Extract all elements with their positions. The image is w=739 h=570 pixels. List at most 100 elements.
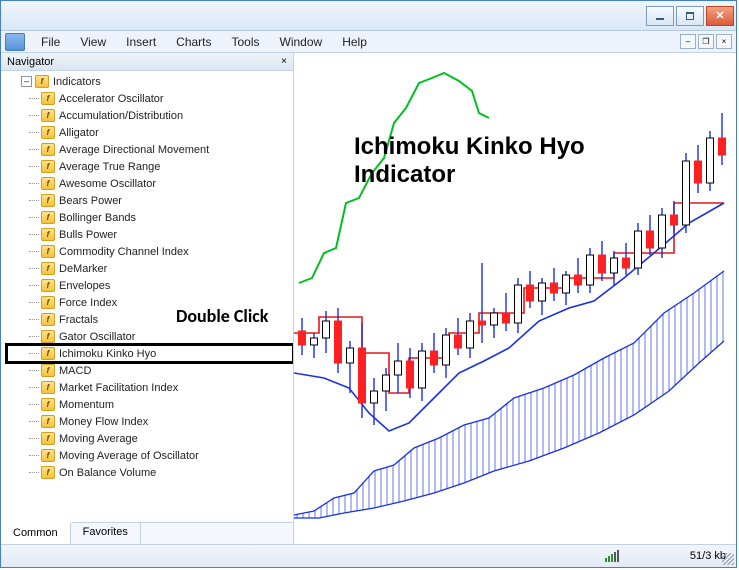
tree-item[interactable]: Market Facilitation Index [7, 379, 293, 396]
tree-item-label: Bulls Power [59, 229, 117, 241]
mdi-restore-button[interactable]: ❐ [698, 34, 714, 49]
menubar: FileViewInsertChartsToolsWindowHelp – ❐ … [1, 31, 736, 53]
tree-item-label: Accumulation/Distribution [59, 110, 183, 122]
tree-item-label: Fractals [59, 314, 98, 326]
tree-item[interactable]: Bulls Power [7, 226, 293, 243]
window-close-button[interactable]: ✕ [706, 6, 734, 26]
tree-item[interactable]: Ichimoku Kinko Hyo [7, 345, 293, 362]
indicator-icon [41, 109, 55, 122]
tree-item-label: Force Index [59, 297, 117, 309]
indicator-icon [41, 347, 55, 360]
tree-item-label: Momentum [59, 399, 114, 411]
mdi-minimize-button[interactable]: – [680, 34, 696, 49]
window-minimize-button[interactable] [646, 6, 674, 26]
indicator-icon [41, 432, 55, 445]
tree-item-label: Bears Power [59, 195, 122, 207]
tree-item[interactable]: Gator Oscillator [7, 328, 293, 345]
tree-item[interactable]: DeMarker [7, 260, 293, 277]
indicator-icon [41, 381, 55, 394]
titlebar[interactable]: ✕ [1, 1, 736, 31]
tree-item-label: Market Facilitation Index [59, 382, 178, 394]
tree-item[interactable]: Commodity Channel Index [7, 243, 293, 260]
tree-item[interactable]: Moving Average of Oscillator [7, 447, 293, 464]
status-traffic: 51/3 kb [690, 550, 726, 562]
tree-item-label: Moving Average of Oscillator [59, 450, 199, 462]
tree-item-label: Envelopes [59, 280, 110, 292]
chart-canvas [294, 53, 734, 523]
statusbar: 51/3 kb [1, 544, 736, 567]
tree-item-label: Awesome Oscillator [59, 178, 156, 190]
tree-item-label: DeMarker [59, 263, 107, 275]
menu-file[interactable]: File [31, 33, 70, 51]
app-window: ✕ FileViewInsertChartsToolsWindowHelp – … [0, 0, 737, 568]
tab-common[interactable]: Common [1, 522, 71, 544]
menu-insert[interactable]: Insert [116, 33, 166, 51]
tree-item-label: Average Directional Movement [59, 144, 209, 156]
navigator-tabs: Common Favorites [1, 522, 293, 544]
mdi-close-button[interactable]: × [716, 34, 732, 49]
tree-item[interactable]: Accelerator Oscillator [7, 90, 293, 107]
indicator-icon [41, 398, 55, 411]
menu-tools[interactable]: Tools [222, 33, 270, 51]
window-maximize-button[interactable] [676, 6, 704, 26]
indicator-icon [41, 92, 55, 105]
navigator-tree[interactable]: – Indicators Accelerator Oscillator Accumul… [1, 71, 293, 522]
indicator-icon [41, 313, 55, 326]
indicator-icon [41, 194, 55, 207]
indicator-icon [41, 245, 55, 258]
tree-item-label: Moving Average [59, 433, 138, 445]
indicator-icon [41, 228, 55, 241]
tree-item[interactable]: Bollinger Bands [7, 209, 293, 226]
indicator-icon [41, 415, 55, 428]
indicator-icon [41, 211, 55, 224]
tree-item[interactable]: Moving Average [7, 430, 293, 447]
tree-item-label: Average True Range [59, 161, 160, 173]
tree-root-label: Indicators [53, 76, 101, 88]
tree-item[interactable]: Awesome Oscillator [7, 175, 293, 192]
tree-item-label: Ichimoku Kinko Hyo [59, 348, 156, 360]
menu-charts[interactable]: Charts [166, 33, 221, 51]
tree-item-label: Bollinger Bands [59, 212, 136, 224]
tree-item[interactable]: Bears Power [7, 192, 293, 209]
tree-item-label: Accelerator Oscillator [59, 93, 164, 105]
folder-icon [35, 75, 49, 88]
connection-bars-icon [605, 550, 620, 562]
indicator-icon [41, 364, 55, 377]
annotation-title: Ichimoku Kinko Hyo Indicator [354, 133, 585, 189]
tab-favorites[interactable]: Favorites [71, 523, 141, 544]
tree-item-label: Gator Oscillator [59, 331, 135, 343]
indicator-icon [41, 296, 55, 309]
indicator-icon [41, 126, 55, 139]
indicator-icon [41, 143, 55, 156]
navigator-close-button[interactable]: × [281, 56, 287, 67]
tree-item[interactable]: Money Flow Index [7, 413, 293, 430]
indicator-icon [41, 279, 55, 292]
navigator-panel: Navigator × – Indicators Accelerator Oscil… [1, 53, 294, 544]
tree-item[interactable]: Momentum [7, 396, 293, 413]
chart-area[interactable]: Ichimoku Kinko Hyo Indicator Double Clic… [294, 53, 736, 544]
tree-item[interactable]: MACD [7, 362, 293, 379]
menu-window[interactable]: Window [270, 33, 333, 51]
menu-view[interactable]: View [70, 33, 116, 51]
indicator-icon [41, 177, 55, 190]
tree-item[interactable]: Envelopes [7, 277, 293, 294]
indicator-icon [41, 262, 55, 275]
menu-help[interactable]: Help [332, 33, 377, 51]
indicator-icon [41, 466, 55, 479]
tree-item[interactable]: Accumulation/Distribution [7, 107, 293, 124]
tree-item-label: Alligator [59, 127, 99, 139]
tree-item-label: On Balance Volume [59, 467, 156, 479]
tree-collapse-icon[interactable]: – [21, 76, 32, 87]
tree-item[interactable]: Alligator [7, 124, 293, 141]
tree-item[interactable]: Average True Range [7, 158, 293, 175]
navigator-header[interactable]: Navigator × [1, 53, 293, 71]
app-icon [5, 33, 25, 51]
tree-item-label: Commodity Channel Index [59, 246, 189, 258]
tree-item[interactable]: Average Directional Movement [7, 141, 293, 158]
tree-item[interactable]: On Balance Volume [7, 464, 293, 481]
tree-item-label: Money Flow Index [59, 416, 148, 428]
tree-item-label: MACD [59, 365, 91, 377]
annotation-double-click: Double Click [176, 305, 268, 327]
resize-grip[interactable] [722, 553, 734, 565]
tree-root-indicators[interactable]: – Indicators [7, 73, 293, 90]
